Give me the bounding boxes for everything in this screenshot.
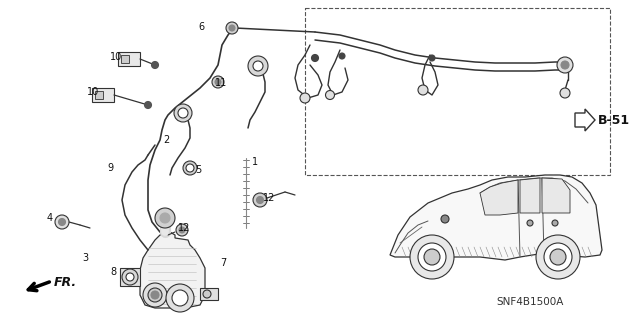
Text: SNF4B1500A: SNF4B1500A bbox=[496, 297, 564, 307]
Circle shape bbox=[557, 57, 573, 73]
Circle shape bbox=[178, 108, 188, 118]
Circle shape bbox=[160, 213, 170, 223]
Circle shape bbox=[560, 88, 570, 98]
Circle shape bbox=[312, 55, 319, 62]
Text: 7: 7 bbox=[220, 258, 227, 268]
Bar bbox=[92, 88, 114, 102]
Circle shape bbox=[212, 76, 224, 88]
Circle shape bbox=[248, 56, 268, 76]
Circle shape bbox=[441, 215, 449, 223]
Circle shape bbox=[174, 104, 192, 122]
Bar bbox=[118, 52, 140, 66]
Circle shape bbox=[527, 220, 533, 226]
Text: 4: 4 bbox=[47, 213, 53, 223]
Polygon shape bbox=[480, 180, 518, 215]
Circle shape bbox=[179, 227, 185, 233]
Circle shape bbox=[536, 235, 580, 279]
Circle shape bbox=[226, 22, 238, 34]
Circle shape bbox=[143, 283, 167, 307]
Polygon shape bbox=[542, 178, 570, 213]
Circle shape bbox=[145, 101, 152, 108]
Text: 10: 10 bbox=[87, 87, 99, 97]
Circle shape bbox=[122, 269, 138, 285]
Circle shape bbox=[183, 161, 197, 175]
Circle shape bbox=[58, 219, 65, 226]
Polygon shape bbox=[520, 178, 540, 213]
Text: 10: 10 bbox=[110, 52, 122, 62]
Circle shape bbox=[339, 53, 345, 59]
Circle shape bbox=[229, 25, 235, 31]
Bar bbox=[95, 91, 103, 99]
Polygon shape bbox=[140, 232, 205, 308]
Text: B-51: B-51 bbox=[598, 114, 630, 127]
Circle shape bbox=[418, 243, 446, 271]
Circle shape bbox=[253, 193, 267, 207]
Circle shape bbox=[176, 224, 188, 236]
Circle shape bbox=[215, 79, 221, 85]
Circle shape bbox=[148, 288, 162, 302]
Polygon shape bbox=[390, 175, 602, 260]
Polygon shape bbox=[575, 109, 595, 131]
Circle shape bbox=[550, 249, 566, 265]
Circle shape bbox=[326, 91, 335, 100]
Text: 3: 3 bbox=[82, 253, 88, 263]
Text: 9: 9 bbox=[107, 163, 113, 173]
Circle shape bbox=[151, 291, 159, 299]
Circle shape bbox=[410, 235, 454, 279]
Circle shape bbox=[424, 249, 440, 265]
Text: 11: 11 bbox=[215, 78, 227, 88]
Bar bbox=[120, 268, 140, 286]
Text: 12: 12 bbox=[178, 223, 190, 233]
Circle shape bbox=[418, 85, 428, 95]
Circle shape bbox=[166, 284, 194, 312]
Text: 12: 12 bbox=[263, 193, 275, 203]
Bar bbox=[305, 8, 610, 175]
Circle shape bbox=[300, 93, 310, 103]
FancyArrowPatch shape bbox=[28, 282, 49, 291]
Circle shape bbox=[544, 243, 572, 271]
Circle shape bbox=[253, 61, 263, 71]
Text: 2: 2 bbox=[163, 135, 169, 145]
Text: 5: 5 bbox=[195, 165, 201, 175]
Circle shape bbox=[552, 220, 558, 226]
Circle shape bbox=[152, 62, 159, 69]
Circle shape bbox=[172, 290, 188, 306]
Text: 6: 6 bbox=[198, 22, 204, 32]
Circle shape bbox=[203, 290, 211, 298]
Circle shape bbox=[429, 55, 435, 61]
Text: 1: 1 bbox=[252, 157, 258, 167]
Circle shape bbox=[55, 215, 69, 229]
Circle shape bbox=[257, 197, 264, 204]
Bar bbox=[200, 288, 218, 300]
Circle shape bbox=[186, 164, 194, 172]
Circle shape bbox=[126, 273, 134, 281]
Circle shape bbox=[561, 61, 569, 69]
Circle shape bbox=[155, 208, 175, 228]
Text: 8: 8 bbox=[110, 267, 116, 277]
Text: FR.: FR. bbox=[54, 277, 77, 290]
Bar bbox=[121, 55, 129, 63]
